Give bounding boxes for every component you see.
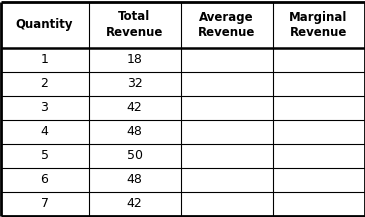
Text: 18: 18 (127, 53, 142, 66)
Text: Quantity: Quantity (16, 18, 73, 31)
Text: 32: 32 (127, 77, 142, 90)
Text: 48: 48 (127, 125, 142, 138)
Text: 4: 4 (41, 125, 49, 138)
Text: Average
Revenue: Average Revenue (198, 10, 255, 38)
Text: 7: 7 (41, 197, 49, 210)
Text: Marginal
Revenue: Marginal Revenue (289, 10, 348, 38)
Text: 3: 3 (41, 101, 49, 114)
Text: 5: 5 (41, 149, 49, 162)
Text: 48: 48 (127, 173, 142, 186)
Text: 42: 42 (127, 197, 142, 210)
Text: Total
Revenue: Total Revenue (106, 10, 163, 38)
Text: 42: 42 (127, 101, 142, 114)
Text: 2: 2 (41, 77, 49, 90)
Text: 1: 1 (41, 53, 49, 66)
Text: 6: 6 (41, 173, 49, 186)
Text: 50: 50 (127, 149, 142, 162)
